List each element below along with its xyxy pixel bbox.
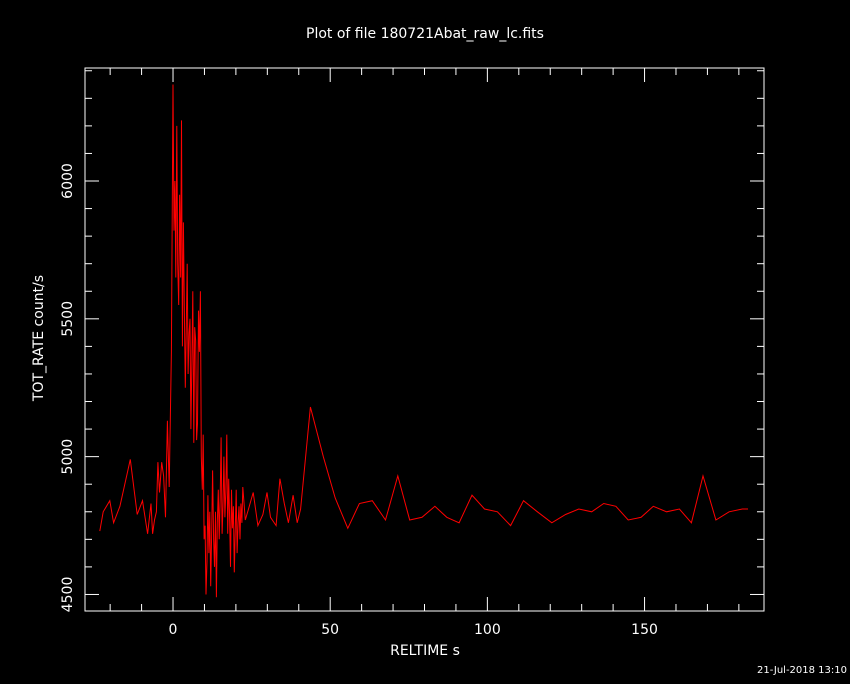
y-axis-label: TOT_RATE count/s — [31, 275, 47, 402]
series-line-0 — [99, 84, 748, 598]
series-layer — [99, 84, 748, 598]
axis-ticks — [85, 68, 764, 611]
y-tick-label: 4500 — [60, 577, 76, 613]
y-tick-label: 5500 — [60, 301, 76, 337]
x-tick-label: 0 — [169, 622, 178, 638]
y-tick-label: 5000 — [60, 439, 76, 475]
y-tick-label: 6000 — [60, 163, 76, 199]
timestamp: 21-Jul-2018 13:10 — [757, 665, 847, 676]
x-axis-label: RELTIME s — [390, 643, 460, 659]
x-tick-label: 100 — [474, 622, 501, 638]
plot-frame — [84, 67, 765, 612]
chart-title: Plot of file 180721Abat_raw_lc.fits — [306, 26, 544, 42]
tick-labels: 0 50 100 150 4500 5000 5500 6000 — [60, 163, 658, 638]
x-tick-label: 50 — [321, 622, 339, 638]
x-tick-label: 150 — [631, 622, 658, 638]
